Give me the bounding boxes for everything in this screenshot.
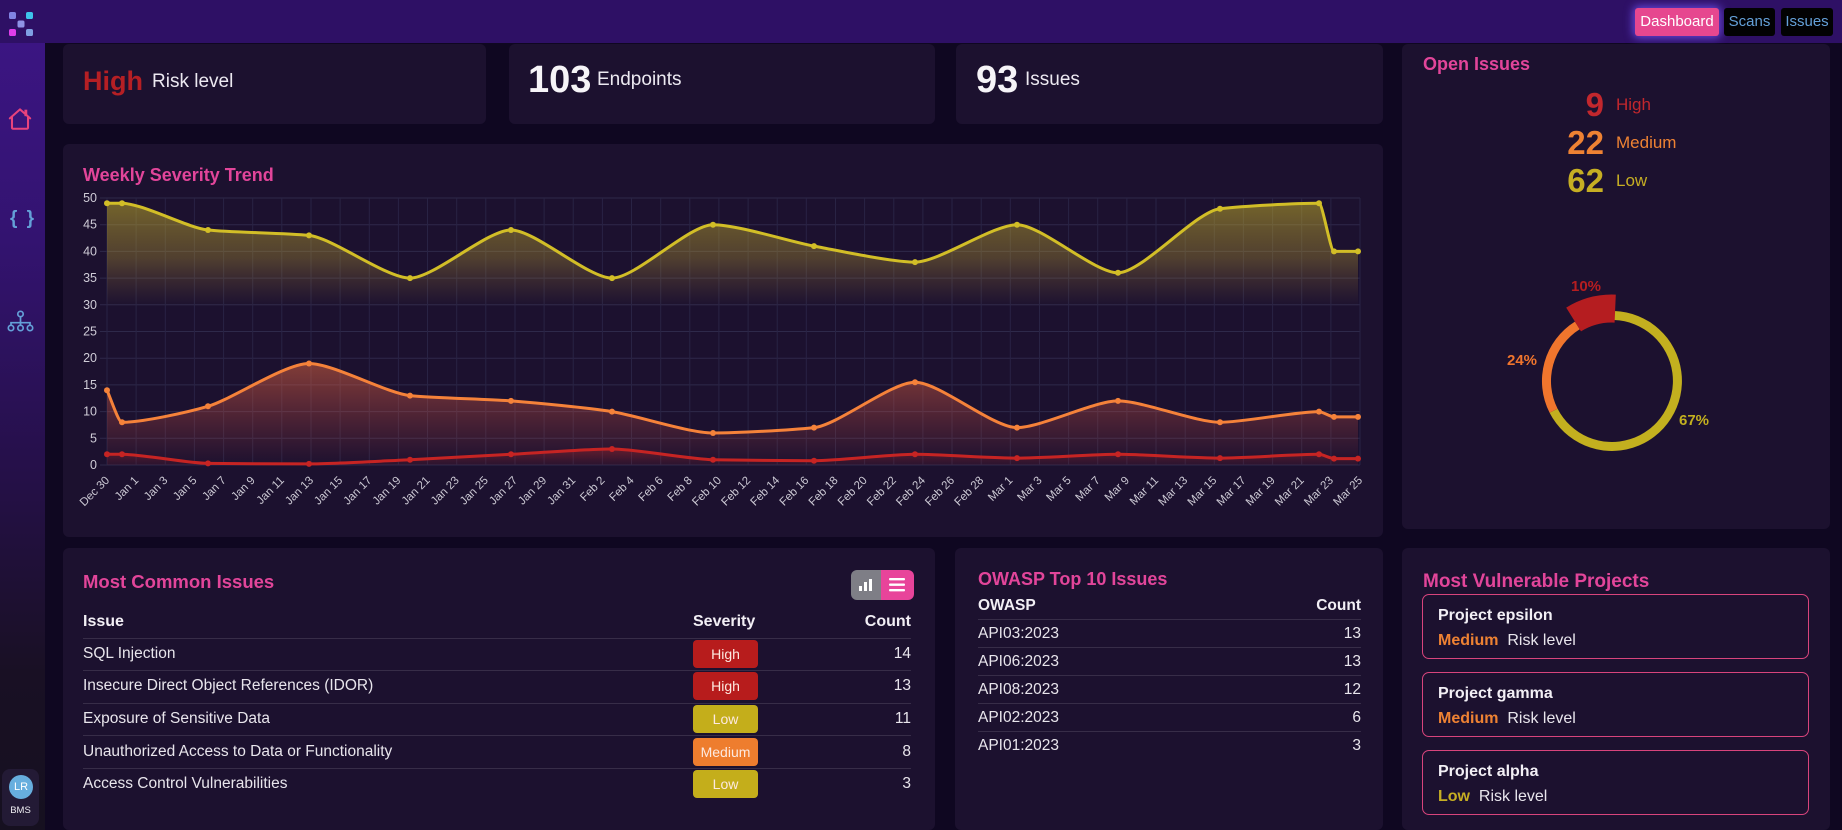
svg-text:45: 45: [83, 218, 97, 232]
svg-text:Jan 23: Jan 23: [429, 475, 462, 508]
svg-text:Dec 30: Dec 30: [78, 475, 112, 509]
svg-text:Mar 5: Mar 5: [1044, 475, 1073, 504]
svg-text:Jan 7: Jan 7: [200, 475, 228, 503]
svg-text:Jan 17: Jan 17: [342, 475, 375, 508]
svg-text:Feb 24: Feb 24: [894, 474, 928, 508]
svg-text:Mar 3: Mar 3: [1015, 475, 1044, 504]
svg-text:Feb 2: Feb 2: [578, 475, 607, 504]
svg-text:Mar 19: Mar 19: [1244, 475, 1278, 509]
svg-text:10%: 10%: [1571, 278, 1601, 295]
svg-text:Jan 21: Jan 21: [400, 475, 433, 508]
svg-text:Feb 4: Feb 4: [607, 474, 637, 504]
svg-text:Jan 1: Jan 1: [113, 475, 141, 503]
svg-text:10: 10: [83, 405, 97, 419]
svg-text:Feb 26: Feb 26: [923, 475, 957, 509]
svg-text:Jan 27: Jan 27: [487, 475, 520, 508]
svg-text:Feb 22: Feb 22: [865, 475, 899, 509]
svg-text:50: 50: [83, 191, 97, 205]
svg-text:5: 5: [90, 431, 97, 445]
svg-text:Jan 31: Jan 31: [545, 475, 578, 508]
svg-text:Mar 11: Mar 11: [1128, 475, 1161, 508]
svg-text:67%: 67%: [1679, 412, 1709, 429]
svg-text:Jan 19: Jan 19: [371, 475, 404, 508]
svg-text:Jan 5: Jan 5: [171, 475, 199, 503]
svg-text:Mar 17: Mar 17: [1215, 475, 1249, 509]
svg-text:Jan 29: Jan 29: [516, 475, 549, 508]
svg-text:Jan 3: Jan 3: [142, 475, 170, 503]
svg-text:Feb 16: Feb 16: [778, 475, 812, 509]
svg-text:Mar 25: Mar 25: [1331, 475, 1365, 509]
svg-text:Feb 14: Feb 14: [749, 474, 783, 508]
svg-text:Jan 13: Jan 13: [283, 475, 316, 508]
svg-text:30: 30: [83, 298, 97, 312]
svg-text:Mar 21: Mar 21: [1273, 475, 1307, 509]
svg-text:Mar 15: Mar 15: [1186, 475, 1220, 509]
svg-text:Mar 1: Mar 1: [986, 475, 1015, 504]
svg-text:Feb 12: Feb 12: [719, 475, 753, 509]
svg-text:24%: 24%: [1507, 352, 1537, 369]
svg-text:35: 35: [83, 271, 97, 285]
svg-text:Jan 25: Jan 25: [458, 475, 491, 508]
svg-text:Mar 23: Mar 23: [1302, 475, 1336, 509]
svg-text:Feb 28: Feb 28: [953, 475, 987, 509]
svg-text:Feb 6: Feb 6: [637, 475, 666, 504]
svg-text:25: 25: [83, 325, 97, 339]
svg-text:Feb 20: Feb 20: [836, 475, 870, 509]
svg-text:40: 40: [83, 244, 97, 258]
svg-text:Mar 7: Mar 7: [1074, 475, 1103, 504]
svg-text:Jan 11: Jan 11: [255, 475, 287, 507]
svg-text:Feb 10: Feb 10: [690, 475, 724, 509]
svg-text:20: 20: [83, 351, 97, 365]
svg-text:Mar 13: Mar 13: [1157, 475, 1191, 509]
svg-text:15: 15: [83, 378, 97, 392]
svg-text:Jan 15: Jan 15: [312, 475, 345, 508]
svg-text:0: 0: [90, 458, 97, 472]
svg-text:Feb 18: Feb 18: [807, 475, 841, 509]
